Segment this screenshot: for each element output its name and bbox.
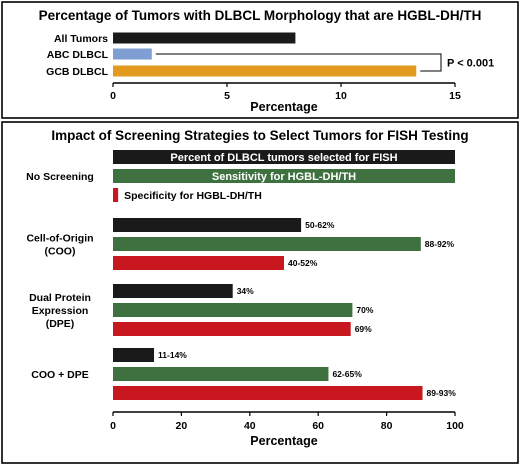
bar-sensitivity — [113, 169, 455, 183]
panel-top-title: Percentage of Tumors with DLBCL Morpholo… — [39, 8, 482, 23]
data-label: 40-52% — [288, 258, 318, 268]
group-no-screening: No Screening Percent of DLBCL tumors sele… — [26, 150, 455, 202]
bar-abc-dlbcl — [113, 48, 152, 60]
bar-label-sensitivity: Sensitivity for HGBL-DH/TH — [212, 171, 356, 183]
panel-top: Percentage of Tumors with DLBCL Morpholo… — [1, 1, 519, 119]
data-label: 88-92% — [425, 239, 455, 249]
bar-specificity — [113, 188, 119, 202]
data-label: 11-14% — [158, 350, 187, 360]
bar-selected — [113, 284, 233, 298]
significance-bracket — [155, 53, 442, 72]
panel-bottom-x-axis-title: Percentage — [250, 434, 317, 448]
category-label-gcb-dlbcl: GCB DLBCL — [46, 66, 108, 78]
data-label: 89-93% — [427, 388, 457, 398]
group-label: Dual Protein — [29, 292, 91, 304]
x-tick-label: 80 — [381, 420, 393, 432]
bar-sensitivity — [113, 237, 421, 251]
x-tick-label: 20 — [176, 420, 188, 432]
panel-bottom-title: Impact of Screening Strategies to Select… — [51, 128, 468, 143]
bar-label-specificity: Specificity for HGBL-DH/TH — [124, 190, 262, 202]
category-label-abc-dlbcl: ABC DLBCL — [47, 49, 109, 61]
bar-specificity — [113, 256, 284, 270]
panel-bottom: Impact of Screening Strategies to Select… — [1, 121, 519, 464]
bar-selected — [113, 348, 155, 362]
category-label-all-tumors: All Tumors — [54, 33, 108, 45]
group-label: No Screening — [26, 171, 94, 183]
group-label: Cell-of-Origin — [26, 233, 93, 245]
x-tick-label: 0 — [110, 90, 116, 102]
data-label: 70% — [356, 305, 373, 315]
group-label: Expression — [32, 305, 89, 317]
data-label: 50-62% — [305, 220, 335, 230]
bar-all-tumors — [113, 32, 296, 44]
group-coo-dpe: COO + DPE 11-14% 62-65% 89-93% — [31, 348, 456, 400]
group-label: (COO) — [45, 246, 76, 258]
data-label: 34% — [237, 286, 254, 296]
bar-label-selected: Percent of DLBCL tumors selected for FIS… — [170, 152, 397, 164]
bar-sensitivity — [113, 303, 353, 317]
panel-top-x-axis-title: Percentage — [250, 100, 317, 114]
p-value-annotation: P < 0.001 — [447, 58, 494, 70]
bar-specificity — [113, 386, 423, 400]
x-tick-label: 100 — [446, 420, 464, 432]
bar-gcb-dlbcl — [113, 65, 417, 77]
bar-sensitivity — [113, 367, 329, 381]
group-label: COO + DPE — [31, 369, 88, 381]
x-tick-label: 15 — [449, 90, 461, 102]
x-tick-label: 60 — [312, 420, 324, 432]
data-label: 62-65% — [332, 369, 362, 379]
panel-top-frame — [1, 1, 519, 119]
group-cell-of-origin-coo: Cell-of-Origin(COO) 50-62% 88-92% 40-52% — [26, 218, 455, 270]
group-label: (DPE) — [46, 318, 75, 330]
x-tick-label: 10 — [335, 90, 347, 102]
x-tick-label: 40 — [244, 420, 256, 432]
data-label: 69% — [355, 324, 372, 334]
x-tick-label: 5 — [224, 90, 230, 102]
bar-selected — [113, 150, 455, 164]
bar-specificity — [113, 322, 351, 336]
bar-selected — [113, 218, 302, 232]
x-tick-label: 0 — [110, 420, 116, 432]
